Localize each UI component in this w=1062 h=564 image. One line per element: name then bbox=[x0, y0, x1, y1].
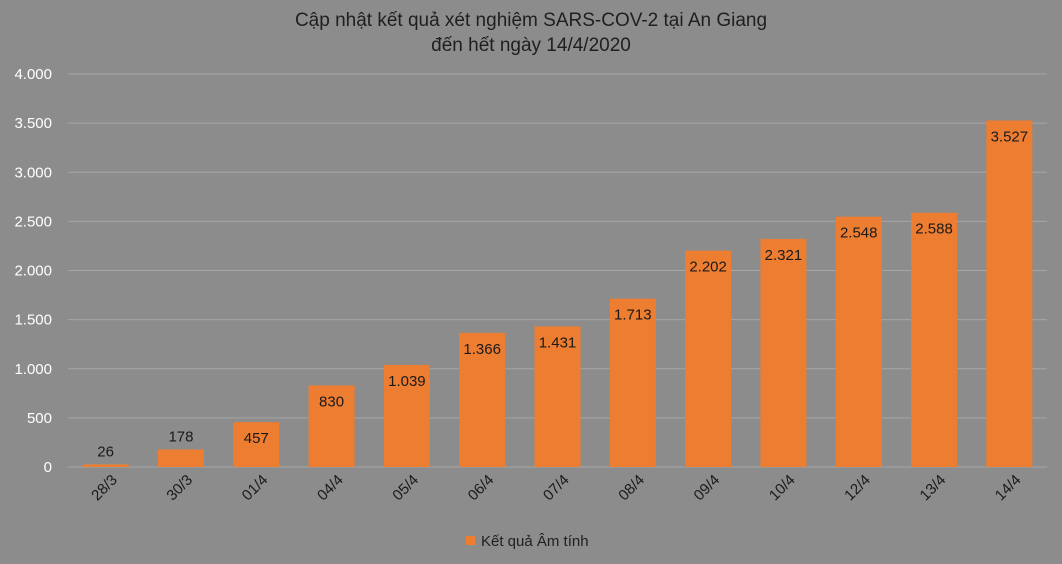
bar bbox=[157, 449, 204, 467]
bar bbox=[685, 250, 732, 467]
bar bbox=[760, 238, 807, 467]
y-tick-label: 4.000 bbox=[14, 66, 52, 83]
data-label: 3.527 bbox=[991, 128, 1029, 145]
data-label: 457 bbox=[244, 430, 269, 447]
data-label: 1.431 bbox=[539, 334, 577, 351]
x-tick-label: 13/4 bbox=[917, 471, 950, 504]
x-tick-label: 14/4 bbox=[992, 471, 1025, 504]
data-label: 830 bbox=[319, 393, 344, 410]
x-tick-label: 05/4 bbox=[389, 471, 422, 504]
x-tick-label: 08/4 bbox=[615, 471, 648, 504]
data-label: 1.713 bbox=[614, 307, 652, 324]
data-label: 1.366 bbox=[463, 341, 501, 358]
y-tick-label: 2.000 bbox=[14, 263, 52, 280]
x-tick-label: 07/4 bbox=[540, 471, 573, 504]
data-label: 2.321 bbox=[765, 247, 803, 264]
x-tick-label: 04/4 bbox=[314, 471, 347, 504]
data-label: 2.202 bbox=[689, 259, 727, 276]
y-tick-label: 1.500 bbox=[14, 312, 52, 329]
bar bbox=[383, 364, 430, 467]
bar bbox=[609, 298, 656, 467]
x-tick-label: 01/4 bbox=[239, 471, 272, 504]
x-tick-label: 30/3 bbox=[163, 471, 196, 504]
data-label: 2.588 bbox=[915, 221, 953, 238]
chart-title: Cập nhật kết quả xét nghiệm SARS-COV-2 t… bbox=[294, 10, 768, 31]
legend-swatch bbox=[466, 536, 475, 545]
bar bbox=[986, 120, 1033, 467]
bar bbox=[233, 422, 280, 467]
bar bbox=[534, 326, 581, 467]
y-tick-label: 0 bbox=[44, 459, 52, 476]
y-tick-label: 3.000 bbox=[14, 164, 52, 181]
data-label: 1.039 bbox=[388, 373, 426, 390]
y-tick-label: 500 bbox=[27, 410, 52, 427]
data-label: 26 bbox=[97, 443, 114, 460]
x-tick-label: 06/4 bbox=[465, 471, 498, 504]
bar bbox=[308, 385, 355, 467]
bar bbox=[911, 212, 958, 467]
bar bbox=[82, 464, 129, 467]
bar bbox=[835, 216, 882, 467]
y-tick-label: 2.500 bbox=[14, 213, 52, 230]
y-tick-label: 3.500 bbox=[14, 115, 52, 132]
x-tick-label: 10/4 bbox=[766, 471, 799, 504]
bar bbox=[459, 332, 506, 467]
legend-label: Kết quả Âm tính bbox=[481, 533, 589, 550]
y-tick-label: 1.000 bbox=[14, 361, 52, 378]
x-tick-label: 09/4 bbox=[691, 471, 724, 504]
chart-subtitle: đến hết ngày 14/4/2020 bbox=[431, 35, 631, 56]
data-label: 178 bbox=[168, 429, 193, 446]
x-tick-label: 28/3 bbox=[88, 471, 121, 504]
x-tick-label: 12/4 bbox=[841, 471, 874, 504]
data-label: 2.548 bbox=[840, 225, 878, 242]
